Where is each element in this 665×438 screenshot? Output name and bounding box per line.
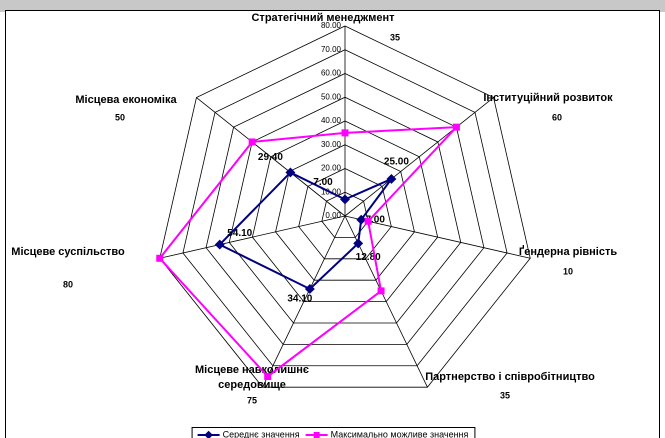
tick-label: 60.00 (321, 69, 342, 78)
tick-label: 70.00 (321, 45, 342, 54)
axis-line (159, 215, 346, 259)
grid-ring (251, 120, 439, 302)
marker (341, 129, 349, 137)
marker (377, 287, 385, 295)
axis-line (344, 215, 531, 259)
axis-line (344, 97, 494, 217)
tick-label: 20.00 (321, 164, 342, 173)
category-label: Інституційний розвиток (483, 92, 613, 104)
category-label: Партнерство і співробітництво (425, 371, 595, 383)
category-label: Ґендерна рівність (519, 245, 617, 258)
category-label: Місцеве суспільство (11, 246, 125, 258)
tick-label: 30.00 (321, 140, 342, 149)
legend-label: Максимально можливе значення (331, 429, 469, 438)
legend-marker (204, 430, 213, 438)
data-label: 12.80 (356, 252, 381, 263)
data-label: 54.10 (227, 228, 252, 239)
data-label: 10 (563, 266, 573, 276)
data-label: 35 (390, 32, 400, 42)
tick-label: 40.00 (321, 116, 342, 125)
data-label: 80 (63, 279, 73, 289)
top-band (0, 0, 665, 12)
category-label: Стратегічний менеджмент (251, 12, 395, 24)
marker (340, 194, 350, 205)
legend-marker (313, 432, 320, 438)
marker (364, 217, 372, 225)
tick-label: 50.00 (321, 92, 342, 101)
marker (214, 239, 225, 250)
marker (304, 284, 315, 294)
legend: Середнє значення Максимально можливе знач… (191, 427, 476, 438)
data-label: 75 (247, 395, 257, 405)
legend-label: Середнє значення (223, 429, 300, 438)
grid-ring (275, 144, 415, 281)
grid-ring (321, 191, 369, 238)
data-label: 60 (552, 112, 562, 122)
chart-frame (5, 10, 660, 438)
series-line (218, 171, 395, 291)
marker (264, 372, 272, 380)
grid-ring (182, 49, 508, 367)
data-label: 35 (500, 390, 510, 400)
marker (386, 174, 397, 184)
category-label: Місцева економіка (75, 94, 177, 106)
category-label: Місцеве навколишнє середовище (195, 364, 309, 391)
axis-line (262, 215, 346, 388)
data-label: 25.00 (384, 157, 409, 168)
tick-label: 80.00 (321, 21, 342, 30)
data-label: 7.00 (365, 214, 385, 225)
marker (248, 138, 256, 146)
marker (356, 214, 367, 225)
marker (452, 123, 460, 131)
data-label: 29.40 (258, 152, 283, 163)
tick-label: 0.00 (325, 211, 341, 220)
grid-ring (205, 73, 485, 345)
marker (285, 167, 296, 178)
data-label: 34.10 (287, 294, 312, 305)
series-line (158, 126, 459, 378)
grid-ring (298, 168, 392, 260)
grid-ring (159, 25, 531, 388)
axis-line (196, 97, 346, 217)
data-label: 7.00 (313, 177, 333, 188)
data-label: 50 (115, 112, 125, 122)
marker (156, 254, 164, 262)
marker (353, 238, 364, 249)
grid-ring (228, 96, 462, 324)
